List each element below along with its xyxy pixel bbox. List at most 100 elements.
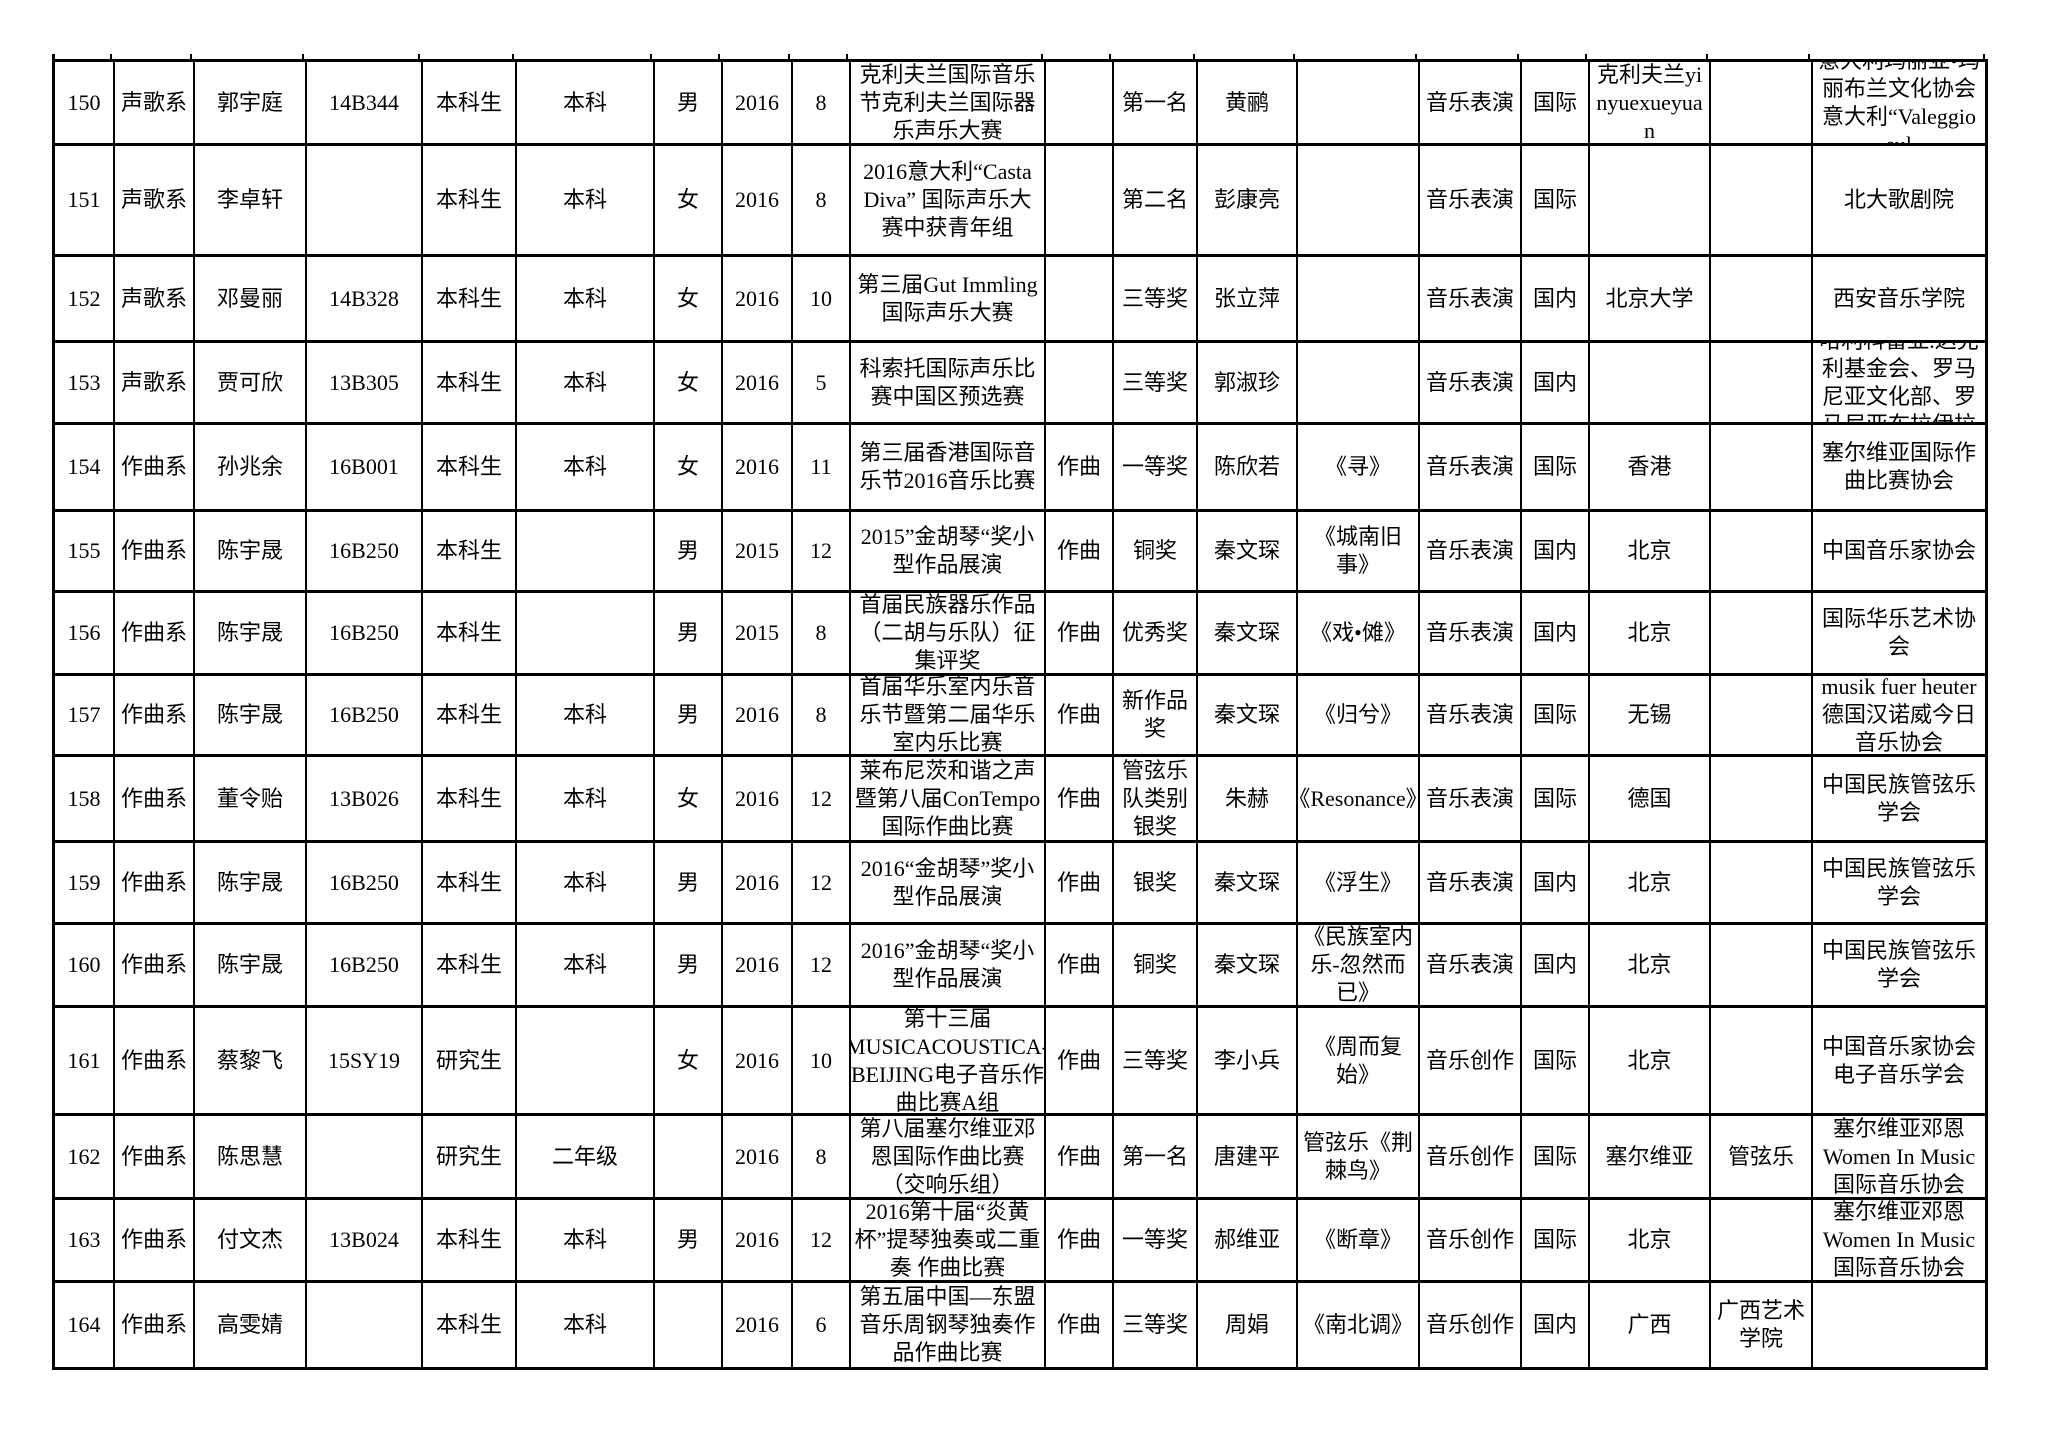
cell-category: 作曲 [1046,757,1114,843]
cell-extra: 广西艺术学院 [1711,1283,1813,1370]
table-row: 156 作曲系 陈宇晟 16B250 本科生 男 2015 8 首届民族器乐作品（二胡与乐队）征… [55,593,1988,676]
cell-gender [655,1116,723,1200]
cell-scope: 国际 [1522,1008,1590,1116]
cell-category: 作曲 [1046,1200,1114,1283]
cell-student-type: 本科生 [423,843,517,925]
cell-location: 广西 [1590,1283,1711,1370]
cell-scope: 国际 [1522,1200,1590,1283]
cell-student-type: 本科生 [423,676,517,757]
cell-extra [1711,146,1813,257]
cell-row-no: 164 [55,1283,115,1370]
cell-major: 音乐表演 [1420,62,1522,146]
cell-grade: 本科 [517,1283,655,1370]
cell-student-type: 本科生 [423,593,517,676]
cell-teacher: 李小兵 [1198,1008,1298,1116]
cell-award: 铜奖 [1114,512,1198,593]
cell-competition: 首届民族器乐作品（二胡与乐队）征集评奖 [851,593,1046,676]
cell-row-no: 161 [55,1008,115,1116]
table-row: 158 作曲系 董令贻 13B026 本科生 本科女 2016 12 莱布尼茨和谐之声暨第八届C… [55,757,1988,843]
cell-student-name: 邓曼丽 [195,257,307,343]
cell-student-name: 陈宇晟 [195,512,307,593]
awards-table: 150 声歌系 郭宇庭 14B344 本科生 本科男 2016 8 克利夫兰国际音乐节克利夫兰国… [52,59,1988,1370]
cell-grade: 本科 [517,257,655,343]
column-border-stub [1810,54,1985,60]
cell-student-type: 本科生 [423,343,517,425]
column-border-stub [514,54,652,60]
cell-work [1298,343,1420,425]
table-row: 157 作曲系 陈宇晟 16B250 本科生 本科男 2016 8 首届华乐室内乐音乐节暨第二届… [55,676,1988,757]
cell-major: 音乐表演 [1420,146,1522,257]
column-border-stub [1519,54,1587,60]
cell-student-type: 本科生 [423,757,517,843]
cell-work: 《归兮》 [1298,676,1420,757]
cell-month: 12 [793,1200,851,1283]
cell-teacher: 彭康亮 [1198,146,1298,257]
cell-student-id: 16B250 [307,843,423,925]
cell-category: 作曲 [1046,676,1114,757]
cell-work: 《断章》 [1298,1200,1420,1283]
cell-organizer: 中国民族管弦乐学会 [1813,925,1988,1008]
cell-teacher: 秦文琛 [1198,512,1298,593]
cell-gender: 女 [655,343,723,425]
cell-student-name: 孙兆余 [195,425,307,512]
cell-grade [517,512,655,593]
cell-scope: 国际 [1522,1116,1590,1200]
cell-year: 2016 [723,1283,793,1370]
cell-location: 克利夫兰yinyuexueyuan [1590,62,1711,146]
cell-location: 北京 [1590,593,1711,676]
cell-award: 第二名 [1114,146,1198,257]
cell-category [1046,257,1114,343]
cell-grade: 本科 [517,843,655,925]
cell-department: 声歌系 [115,62,195,146]
cell-department: 声歌系 [115,257,195,343]
cell-competition: 首届华乐室内乐音乐节暨第二届华乐室内乐比赛 [851,676,1046,757]
cell-location: 德国 [1590,757,1711,843]
cell-award: 银奖 [1114,843,1198,925]
cell-work [1298,146,1420,257]
cell-major: 音乐表演 [1420,676,1522,757]
cell-row-no: 156 [55,593,115,676]
cell-student-id [307,1116,423,1200]
table-row: 161 作曲系 蔡黎飞 15SY19 研究生 女 2016 10 第十三届MUSICACOUST… [55,1008,1988,1116]
cell-row-no: 157 [55,676,115,757]
cell-grade: 本科 [517,146,655,257]
cell-competition: 第三届香港国际音乐节2016音乐比赛 [851,425,1046,512]
cell-student-id: 16B250 [307,925,423,1008]
cell-major: 音乐创作 [1420,1283,1522,1370]
cell-teacher: 黄鹂 [1198,62,1298,146]
column-border-stub [790,54,848,60]
cell-student-id: 13B026 [307,757,423,843]
table-row: 151 声歌系 李卓轩 本科生 本科女 2016 8 2016意大利“Casta Diva” … [55,146,1988,257]
cell-extra [1711,257,1813,343]
cell-row-no: 154 [55,425,115,512]
cell-month: 6 [793,1283,851,1370]
cell-category: 作曲 [1046,1116,1114,1200]
cell-award: 一等奖 [1114,425,1198,512]
cell-year: 2016 [723,1200,793,1283]
cell-organizer: 西安音乐学院 [1813,257,1988,343]
cell-scope: 国内 [1522,593,1590,676]
cell-work: 《戏•傩》 [1298,593,1420,676]
cell-department: 作曲系 [115,593,195,676]
cell-year: 2015 [723,512,793,593]
cell-work: 管弦乐《荆棘鸟》 [1298,1116,1420,1200]
cell-award: 一等奖 [1114,1200,1198,1283]
cell-row-no: 158 [55,757,115,843]
table-row: 162 作曲系 陈思慧 研究生 二年级 2016 8 第八届塞尔维亚邓恩国际作曲比赛（交响乐组… [55,1116,1988,1200]
cell-organizer: 塞尔维亚国际作曲比赛协会 [1813,425,1988,512]
cell-grade: 本科 [517,1200,655,1283]
cell-student-id [307,1283,423,1370]
cell-work: 《南北调》 [1298,1283,1420,1370]
cell-gender: 男 [655,1200,723,1283]
cell-extra [1711,62,1813,146]
cell-award: 新作品奖 [1114,676,1198,757]
cell-row-no: 155 [55,512,115,593]
cell-organizer: 意大利玛丽亚•玛丽布兰文化协会 意大利“Valeggio sul [1813,62,1988,146]
cell-gender: 女 [655,757,723,843]
cell-student-name: 陈宇晟 [195,593,307,676]
cell-grade [517,593,655,676]
cell-extra: 管弦乐 [1711,1116,1813,1200]
cell-month: 8 [793,1116,851,1200]
cell-competition: 2016“金胡琴”奖小型作品展演 [851,843,1046,925]
cell-award: 优秀奖 [1114,593,1198,676]
